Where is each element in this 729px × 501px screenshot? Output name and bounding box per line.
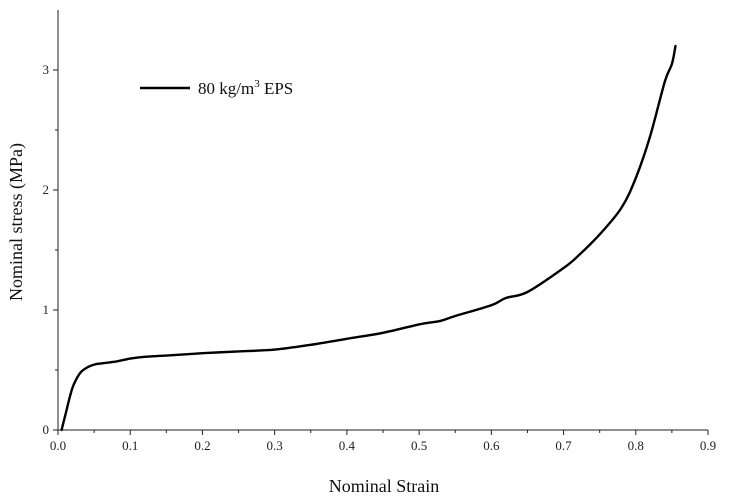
axes xyxy=(57,10,708,431)
y-tick-label: 1 xyxy=(43,302,50,317)
x-tick-label: 0.5 xyxy=(411,438,427,453)
series-line-80kg-eps xyxy=(60,44,677,432)
legend-label-superscript: 3 xyxy=(254,78,260,90)
y-tick-label: 2 xyxy=(43,182,50,197)
legend-label-main: 80 kg/m xyxy=(198,79,254,98)
legend-label-tail: EPS xyxy=(260,79,294,98)
x-tick-label: 0.7 xyxy=(555,438,572,453)
series xyxy=(60,44,677,432)
ticks: 0.0 0.1 0.2 0.3 0.4 0.5 0.6 0.7 0.8 0.9 0 1 2 3 xyxy=(43,62,717,453)
x-tick-label: 0.4 xyxy=(339,438,356,453)
y-axis-title: Nominal stress (MPa) xyxy=(6,143,27,301)
x-axis-title: Nominal Strain xyxy=(329,476,440,496)
x-tick-label: 0.2 xyxy=(194,438,210,453)
x-tick-label: 0.1 xyxy=(122,438,138,453)
y-tick-label: 3 xyxy=(43,62,50,77)
x-tick-label: 0.9 xyxy=(700,438,716,453)
x-tick-label: 0.6 xyxy=(483,438,500,453)
x-tick-label: 0.0 xyxy=(50,438,66,453)
x-tick-label: 0.8 xyxy=(628,438,644,453)
legend: 80 kg/m3 EPS xyxy=(140,78,293,98)
x-tick-label: 0.3 xyxy=(267,438,283,453)
y-tick-label: 0 xyxy=(43,422,50,437)
legend-label: 80 kg/m3 EPS xyxy=(198,78,293,98)
